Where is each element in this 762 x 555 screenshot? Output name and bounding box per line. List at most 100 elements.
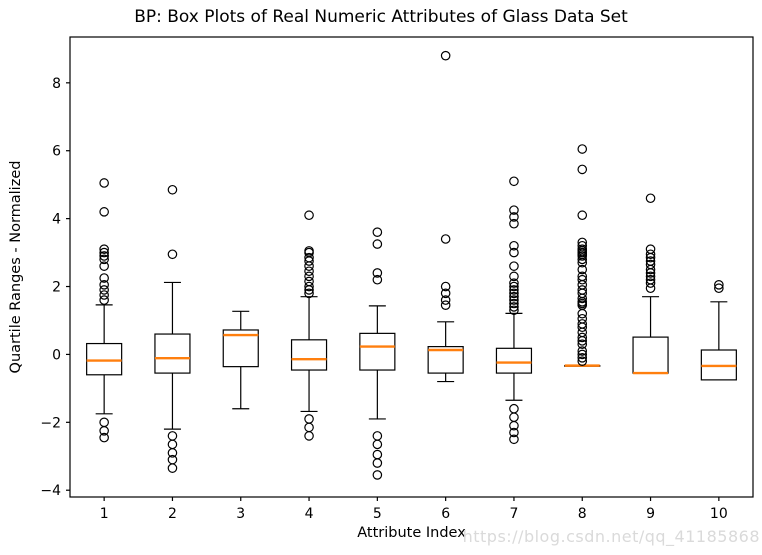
outlier-point: [99, 280, 109, 290]
y-tick-label: 8: [52, 76, 61, 92]
outlier-point: [577, 264, 588, 275]
outlier-point: [509, 403, 519, 414]
outlier-point: [577, 336, 588, 346]
x-tick-label: 9: [646, 506, 655, 522]
outlier-point: [372, 458, 383, 468]
x-tick-label: 5: [373, 506, 382, 522]
outlier-point: [372, 268, 383, 278]
outlier-point: [577, 322, 588, 333]
outlier-point: [304, 281, 314, 292]
outlier-point: [509, 412, 519, 423]
outlier-point: [509, 205, 519, 215]
x-axis-label: Attribute Index: [357, 525, 466, 541]
outlier-point: [99, 261, 109, 271]
outlier-point: [509, 434, 519, 445]
outlier-point: [645, 268, 656, 278]
plot-frame: [69, 36, 754, 498]
outlier-point: [99, 417, 109, 428]
outlier-point: [577, 274, 588, 285]
outlier-point: [645, 249, 656, 260]
outlier-point: [372, 239, 383, 249]
outlier-point: [99, 290, 109, 300]
x-tick-label: 10: [710, 506, 728, 522]
outlier-point: [440, 295, 451, 305]
outlier-point: [577, 308, 588, 319]
outlier-point: [509, 427, 519, 438]
outlier-point: [99, 426, 109, 436]
outlier-point: [509, 305, 519, 316]
outlier-point: [304, 285, 314, 295]
x-tick-label: 6: [441, 506, 450, 522]
y-tick-label: 6: [52, 144, 61, 160]
outlier-point: [99, 285, 109, 295]
outlier-point: [440, 281, 451, 292]
outlier-point: [645, 278, 656, 288]
outlier-point: [99, 207, 109, 217]
outlier-point: [372, 431, 383, 441]
outlier-point: [509, 302, 519, 312]
outlier-point: [645, 283, 656, 294]
outlier-point: [509, 212, 519, 222]
outlier-point: [304, 210, 314, 221]
outlier-point: [440, 234, 451, 244]
outlier-point: [509, 291, 519, 302]
outlier-point: [372, 449, 383, 460]
iqr-box: [632, 336, 669, 374]
outlier-point: [99, 432, 109, 443]
outlier-point: [304, 261, 314, 271]
outlier-point: [440, 288, 451, 299]
outlier-point: [577, 332, 588, 343]
outlier-point: [99, 251, 109, 261]
outlier-point: [577, 353, 588, 363]
outlier-point: [577, 356, 588, 367]
y-tick-label: 2: [52, 280, 61, 296]
iqr-box: [359, 332, 396, 371]
outlier-point: [372, 274, 383, 285]
outlier-point: [372, 227, 383, 238]
outlier-point: [509, 285, 519, 295]
outlier-point: [509, 271, 519, 282]
outlier-point: [99, 273, 109, 283]
outlier-point: [99, 247, 109, 258]
y-tick-label: −4: [40, 483, 61, 499]
outlier-point: [577, 257, 588, 268]
outlier-point: [440, 50, 451, 61]
x-tick-label: 8: [578, 506, 587, 522]
outlier-point: [167, 448, 178, 458]
outlier-point: [577, 164, 588, 175]
x-tick-label: 3: [236, 506, 245, 522]
outlier-point: [577, 339, 588, 350]
outlier-point: [577, 144, 588, 154]
outlier-point: [99, 178, 109, 188]
outlier-point: [167, 184, 178, 195]
outlier-point: [509, 176, 519, 187]
x-tick-label: 1: [100, 506, 109, 522]
iqr-box: [495, 347, 533, 374]
iqr-box: [290, 339, 328, 371]
outlier-point: [509, 281, 519, 292]
outlier-point: [577, 254, 588, 265]
outlier-point: [99, 254, 109, 265]
outlier-point: [509, 240, 519, 251]
iqr-box: [86, 342, 123, 376]
outlier-point: [304, 422, 314, 433]
outlier-point: [509, 295, 519, 305]
y-tick-label: −2: [40, 415, 61, 431]
outlier-point: [645, 271, 656, 282]
outlier-point: [304, 256, 314, 266]
outlier-point: [304, 431, 314, 441]
x-tick-label: 4: [305, 506, 314, 522]
outlier-point: [509, 278, 519, 288]
outlier-point: [99, 295, 109, 305]
outlier-point: [304, 266, 314, 277]
outlier-point: [372, 470, 383, 480]
outlier-point: [167, 463, 178, 473]
outlier-point: [714, 283, 724, 294]
outlier-point: [440, 300, 451, 310]
outlier-point: [577, 293, 588, 304]
outlier-point: [167, 439, 178, 450]
y-tick-label: 4: [52, 212, 61, 228]
chart-title: BP: Box Plots of Real Numeric Attributes…: [134, 7, 628, 27]
